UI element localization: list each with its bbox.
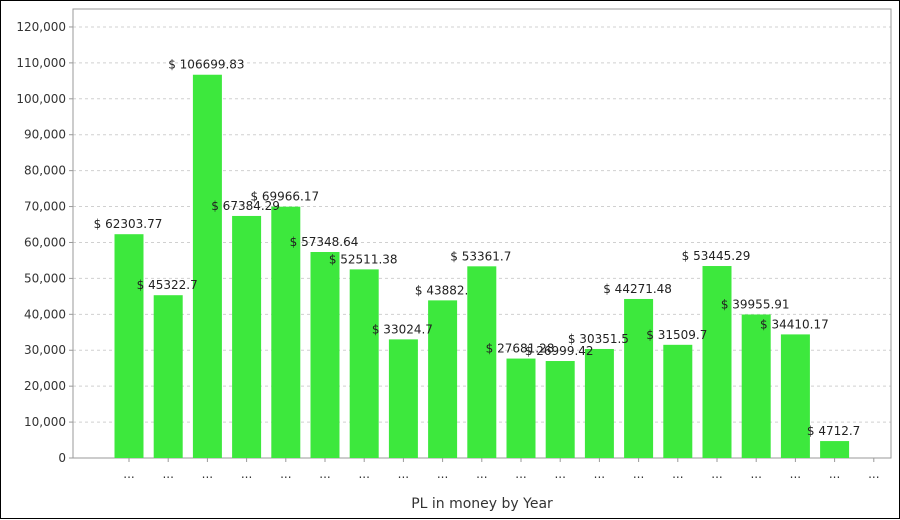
data-label: $ 26999.42 xyxy=(525,344,594,358)
data-label: $ 43882. xyxy=(415,283,468,297)
y-tick-label: 110,000 xyxy=(16,56,66,70)
x-tick-label: ... xyxy=(750,467,761,481)
bar xyxy=(702,266,732,458)
x-tick-label: ... xyxy=(868,467,879,481)
x-axis-title: PL in money by Year xyxy=(411,496,553,512)
data-label: $ 53361.7 xyxy=(450,249,511,263)
x-tick-label: ... xyxy=(711,467,722,481)
data-label: $ 31509.7 xyxy=(646,328,707,342)
data-label: $ 4712.7 xyxy=(807,424,860,438)
bar xyxy=(428,300,458,458)
bar xyxy=(780,334,810,458)
y-tick-label: 100,000 xyxy=(16,92,66,106)
data-label: $ 69966.17 xyxy=(250,190,319,204)
x-tick-label: ... xyxy=(633,467,644,481)
y-tick-label: 90,000 xyxy=(24,128,66,142)
x-tick-label: ... xyxy=(123,467,134,481)
bar xyxy=(349,269,379,458)
y-tick-label: 30,000 xyxy=(24,343,66,357)
data-label: $ 57348.64 xyxy=(290,235,359,249)
data-label: $ 52511.38 xyxy=(329,252,398,266)
x-tick-label: ... xyxy=(554,467,565,481)
data-labels: $ 62303.77 $ 45322.7 $ 106699.83 $ 67384.29… xyxy=(94,58,861,438)
bar xyxy=(114,234,144,458)
x-tick-label: ... xyxy=(162,467,173,481)
x-tick-label: ... xyxy=(398,467,409,481)
bar xyxy=(271,206,301,458)
data-label: $ 30351.5 xyxy=(568,332,629,346)
bar xyxy=(624,298,654,458)
x-tick-label: ... xyxy=(280,467,291,481)
bar xyxy=(232,215,262,458)
x-tick-label: ... xyxy=(241,467,252,481)
data-label: $ 27681.28 xyxy=(486,342,555,356)
bar xyxy=(388,339,418,458)
y-tick-label: 50,000 xyxy=(24,271,66,285)
y-tick-label: 0 xyxy=(58,451,66,465)
y-tick-label: 120,000 xyxy=(16,20,66,34)
data-label: $ 45322.7 xyxy=(137,278,198,292)
data-label: $ 33024.7 xyxy=(372,322,433,336)
x-tick-label: ... xyxy=(476,467,487,481)
bars xyxy=(114,74,850,459)
data-label: $ 44271.48 xyxy=(603,282,672,296)
y-tick-label: 20,000 xyxy=(24,379,66,393)
x-tick-label: ... xyxy=(594,467,605,481)
y-tick-label: 60,000 xyxy=(24,235,66,249)
bar xyxy=(310,252,340,458)
x-tick-label: ... xyxy=(515,467,526,481)
data-label: $ 53445.29 xyxy=(682,249,751,263)
y-tick-label: 10,000 xyxy=(24,415,66,429)
data-label: $ 106699.83 xyxy=(168,58,244,72)
bar xyxy=(467,266,497,458)
bar xyxy=(153,295,183,458)
x-tick-label: ... xyxy=(202,467,213,481)
x-tick-label: ... xyxy=(829,467,840,481)
bar xyxy=(545,361,575,458)
bar xyxy=(584,348,614,458)
x-tick-label: ... xyxy=(672,467,683,481)
data-label: $ 34410.17 xyxy=(760,317,829,331)
bar xyxy=(820,441,850,458)
data-label: $ 62303.77 xyxy=(94,217,163,231)
bar xyxy=(663,344,693,458)
x-tick-label: ... xyxy=(319,467,330,481)
bar xyxy=(506,358,536,458)
data-label: $ 67384.29 xyxy=(211,199,280,213)
x-tick-label: ... xyxy=(790,467,801,481)
y-tick-label: 40,000 xyxy=(24,307,66,321)
bar xyxy=(192,74,222,459)
x-tick-label: ... xyxy=(437,467,448,481)
y-tick-label: 70,000 xyxy=(24,200,66,214)
y-tick-label: 80,000 xyxy=(24,164,66,178)
x-tick-label: ... xyxy=(358,467,369,481)
bar xyxy=(741,314,771,458)
data-label: $ 39955.91 xyxy=(721,297,790,311)
